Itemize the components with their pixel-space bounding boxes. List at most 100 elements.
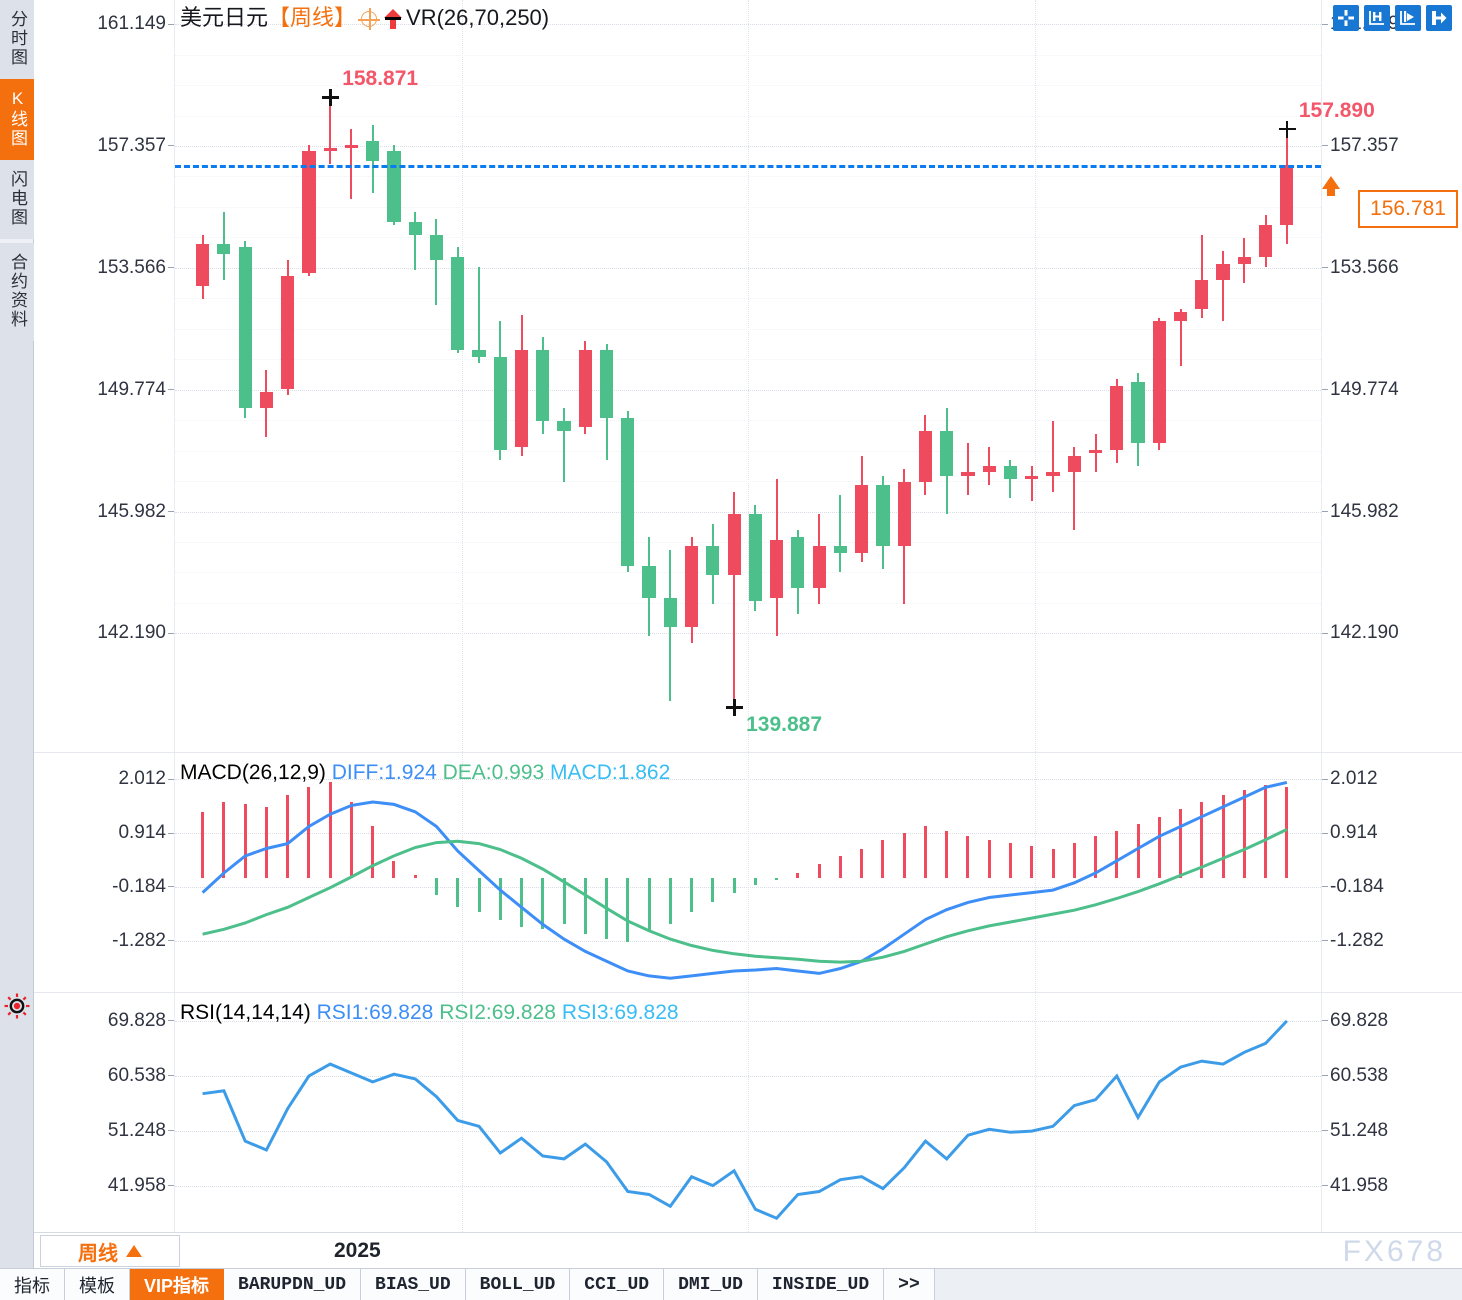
- candlestick: [748, 504, 762, 611]
- period-selector-button[interactable]: 周线: [40, 1235, 180, 1267]
- gridline-v-1: [461, 0, 463, 752]
- inside-ud-tab[interactable]: INSIDE_UD: [757, 1269, 885, 1300]
- axis-tick-left-3: 41.958: [107, 1174, 176, 1196]
- candlestick: [302, 144, 316, 277]
- candle-body: [238, 247, 252, 409]
- candlestick: [1067, 446, 1081, 531]
- candle-wick: [839, 494, 842, 573]
- candlestick: [429, 218, 444, 306]
- axis-tick-left-1: 0.914: [118, 822, 175, 844]
- candle-body: [940, 430, 954, 476]
- current-price-box[interactable]: 156.781: [1358, 190, 1458, 228]
- sidebar-item-contract-info[interactable]: 合约资料: [0, 243, 34, 341]
- candlestick: [1046, 420, 1060, 492]
- macd-histogram-bar: [264, 806, 268, 878]
- candle-body: [706, 546, 720, 576]
- candle-body: [897, 482, 911, 547]
- candle-wick: [477, 266, 480, 364]
- more-tabs[interactable]: >>: [884, 1269, 935, 1300]
- axis-tick-left-1: 157.357: [97, 134, 175, 156]
- candle-wick: [1200, 234, 1203, 319]
- rsi-plot[interactable]: [174, 993, 1322, 1232]
- macd-histogram-bar: [286, 794, 290, 878]
- macd-dea-value: DEA:0.993: [442, 761, 545, 784]
- candlestick: [982, 446, 996, 486]
- candle-body: [323, 147, 337, 152]
- marker-label-high: 158.871: [342, 67, 419, 91]
- gridline-v-3: [1034, 993, 1036, 1232]
- rsi-axis-left: 69.828 60.538 51.248 41.958: [34, 993, 176, 1232]
- macd-histogram-bar: [626, 877, 630, 942]
- dmi-ud-tab[interactable]: DMI_UD: [664, 1269, 758, 1300]
- sidebar-item-lightning-chart[interactable]: 闪电图: [0, 160, 34, 239]
- macd-histogram-bar: [349, 801, 353, 878]
- barupdn-ud-tab[interactable]: BARUPDN_UD: [224, 1269, 362, 1300]
- gridline-minor: [175, 206, 1321, 208]
- candlestick: [897, 469, 911, 605]
- candlestick: [344, 128, 359, 200]
- candle-wick: [1222, 250, 1225, 322]
- candlestick: [1280, 128, 1294, 245]
- candlestick: [770, 478, 784, 637]
- macd-histogram-bar: [753, 877, 757, 886]
- candle-wick: [1051, 420, 1054, 492]
- candlestick: [1216, 250, 1230, 322]
- candle-wick: [1094, 433, 1097, 473]
- candlestick: [1195, 234, 1209, 319]
- rsi-line-1: [202, 1019, 1288, 1220]
- candle-wick: [435, 218, 438, 306]
- axis-tick-right-0: 2.012: [1321, 768, 1378, 790]
- rsi2-value: RSI2:69.828: [439, 1001, 556, 1024]
- indicator-tab[interactable]: 指标: [0, 1269, 65, 1300]
- axis-tick-left-0: 69.828: [107, 1009, 176, 1031]
- rsi-title-row: RSI(14,14,14) RSI1:69.828 RSI2:69.828 RS…: [180, 1001, 679, 1024]
- symbol-label: 美元日元: [180, 5, 269, 30]
- gridline-minor: [175, 602, 1321, 604]
- candle-wick: [563, 408, 566, 483]
- candlestick: [833, 494, 847, 573]
- chart-tool-buttons: [1333, 5, 1452, 31]
- macd-histogram-bar: [775, 877, 779, 881]
- price-plot[interactable]: 158.871 139.887 157.890: [174, 0, 1375, 752]
- macd-histogram-bar: [1221, 794, 1225, 878]
- boll-ud-tab[interactable]: BOLL_UD: [465, 1269, 571, 1300]
- crosshair-target-icon[interactable]: [358, 8, 381, 30]
- vip-indicator-tab[interactable]: VIP指标: [130, 1269, 225, 1300]
- sun-icon[interactable]: [4, 993, 30, 1019]
- candlestick: [1110, 379, 1124, 463]
- current-price-arrow: [1322, 176, 1340, 196]
- macd-histogram-bar: [541, 877, 545, 930]
- macd-histogram-bar: [201, 811, 205, 878]
- axis-tick-left-3: 149.774: [97, 378, 175, 400]
- candlestick: [1237, 237, 1251, 283]
- macd-histogram-bar: [860, 848, 864, 878]
- crosshair-move-icon[interactable]: [1333, 5, 1359, 31]
- gridline-v-1: [461, 993, 463, 1232]
- candle-body: [982, 465, 996, 473]
- candle-body: [621, 417, 635, 566]
- macd-plot[interactable]: [174, 753, 1322, 992]
- macd-histogram-bar: [690, 877, 694, 913]
- candle-body: [1067, 456, 1081, 473]
- candle-wick: [966, 443, 969, 495]
- toolbar-spacer: [934, 1269, 1462, 1300]
- candle-body: [1131, 382, 1145, 444]
- candle-body: [1110, 385, 1124, 450]
- cci-ud-tab[interactable]: CCI_UD: [570, 1269, 665, 1300]
- bias-ud-tab[interactable]: BIAS_UD: [361, 1269, 466, 1300]
- macd-histogram-bar: [1200, 801, 1204, 878]
- sidebar-item-kline-chart[interactable]: K线图: [0, 79, 34, 160]
- draw-icon[interactable]: [1395, 5, 1421, 31]
- axis-tick-right-2: -0.184: [1321, 875, 1384, 897]
- sidebar-item-timeshare-chart[interactable]: 分时图: [0, 0, 34, 79]
- export-icon[interactable]: [1426, 5, 1452, 31]
- candle-body: [685, 546, 699, 627]
- candlestick: [1088, 433, 1103, 473]
- candlestick: [642, 536, 656, 637]
- candle-body: [1088, 449, 1103, 454]
- measure-icon[interactable]: [1364, 5, 1390, 31]
- candlestick: [1025, 465, 1039, 502]
- axis-tick-right-1: 60.538: [1320, 1064, 1389, 1086]
- template-tab[interactable]: 模板: [65, 1269, 130, 1300]
- macd-histogram-bar: [647, 877, 651, 932]
